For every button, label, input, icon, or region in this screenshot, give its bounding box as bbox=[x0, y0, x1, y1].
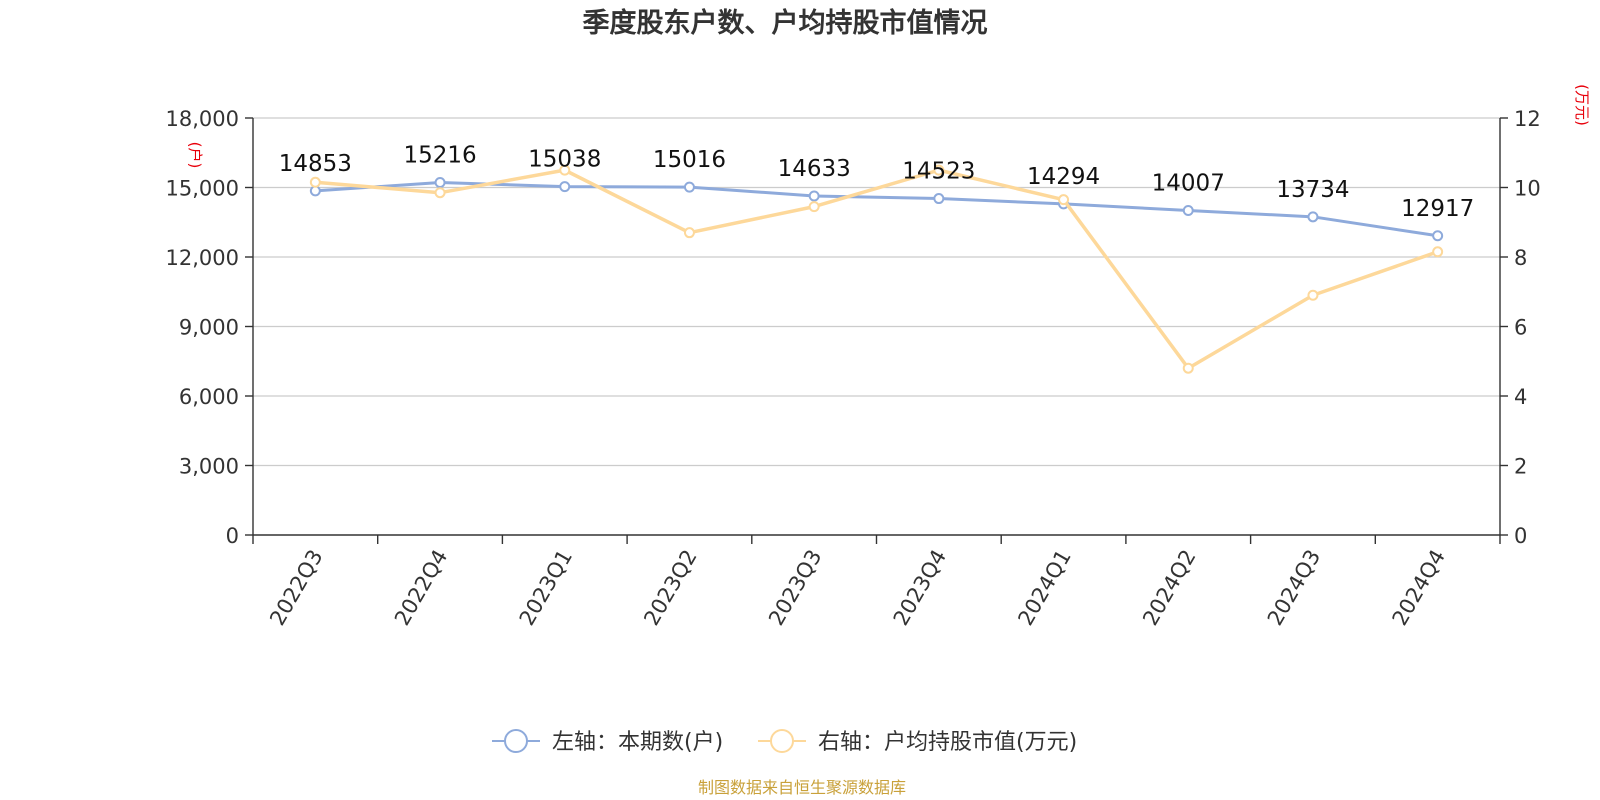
data-point-left[interactable] bbox=[1432, 230, 1444, 242]
data-label: 15216 bbox=[403, 142, 476, 168]
left-y-tick-label: 3,000 bbox=[179, 455, 239, 479]
legend-item-right-series[interactable]: 右轴：户均持股市值(万元) bbox=[758, 729, 1077, 755]
data-point-right[interactable] bbox=[559, 164, 571, 176]
data-label: 15016 bbox=[653, 147, 726, 173]
data-label: 14007 bbox=[1152, 171, 1225, 197]
data-point-right[interactable] bbox=[683, 227, 695, 239]
data-point-left[interactable] bbox=[1307, 211, 1319, 223]
data-point-right[interactable] bbox=[808, 201, 820, 213]
chart-title: 季度股东户数、户均持股市值情况 bbox=[583, 7, 988, 39]
data-point-right[interactable] bbox=[1182, 362, 1194, 374]
data-label: 14523 bbox=[902, 159, 975, 185]
data-label: 14853 bbox=[279, 151, 352, 177]
right-axis-unit: (万元) bbox=[1573, 84, 1591, 126]
data-label: 14633 bbox=[778, 156, 851, 182]
data-point-right[interactable] bbox=[1058, 194, 1070, 206]
legend: 左轴：本期数(户) 右轴：户均持股市值(万元) bbox=[492, 729, 1077, 755]
right-y-tick-label: 8 bbox=[1514, 246, 1527, 270]
x-tick-label: 2022Q4 bbox=[390, 546, 452, 630]
right-y-tick-label: 6 bbox=[1514, 316, 1527, 340]
data-labels: 14853 15216 15038 15016 14633 14523 14294 14007… bbox=[279, 142, 1474, 221]
data-label: 15038 bbox=[528, 147, 601, 173]
data-point-right[interactable] bbox=[933, 164, 945, 176]
right-y-tick-label: 2 bbox=[1514, 455, 1527, 479]
right-y-tick-label: 10 bbox=[1514, 177, 1541, 201]
data-point-left[interactable] bbox=[434, 176, 446, 188]
data-point-left[interactable] bbox=[1182, 205, 1194, 217]
data-point-right[interactable] bbox=[1307, 289, 1319, 301]
legend-right-marker-icon bbox=[770, 729, 794, 753]
right-y-tick-label: 0 bbox=[1514, 524, 1527, 548]
legend-right-label: 右轴：户均持股市值(万元) bbox=[818, 730, 1077, 755]
legend-left-label: 左轴：本期数(户) bbox=[552, 730, 723, 755]
data-label: 13734 bbox=[1276, 177, 1349, 203]
right-y-tick-label: 12 bbox=[1514, 107, 1541, 131]
x-tick-label: 2023Q4 bbox=[889, 546, 951, 630]
left-y-tick-label: 15,000 bbox=[166, 177, 239, 201]
legend-left-marker-icon bbox=[504, 729, 528, 753]
data-point-left[interactable] bbox=[559, 181, 571, 193]
data-point-left[interactable] bbox=[933, 193, 945, 205]
x-tick-label: 2023Q3 bbox=[764, 546, 826, 630]
left-axis-unit: (户) bbox=[186, 142, 204, 169]
data-point-left[interactable] bbox=[683, 181, 695, 193]
data-label: 12917 bbox=[1401, 196, 1474, 222]
x-tick-label: 2022Q3 bbox=[265, 546, 327, 630]
data-point-right[interactable] bbox=[1432, 246, 1444, 258]
legend-item-left-series[interactable]: 左轴：本期数(户) bbox=[492, 729, 723, 755]
x-tick-label: 2024Q3 bbox=[1263, 546, 1325, 630]
x-tick-label: 2024Q2 bbox=[1138, 546, 1200, 630]
data-point-right[interactable] bbox=[434, 187, 446, 199]
x-tick-label: 2023Q2 bbox=[639, 546, 701, 630]
left-y-tick-label: 6,000 bbox=[179, 385, 239, 409]
left-y-tick-label: 9,000 bbox=[179, 316, 239, 340]
x-tick-label: 2024Q1 bbox=[1013, 546, 1075, 630]
left-y-tick-label: 18,000 bbox=[166, 107, 239, 131]
left-y-tick-label: 12,000 bbox=[166, 246, 239, 270]
series-line-right bbox=[315, 168, 1439, 370]
data-label: 14294 bbox=[1027, 164, 1100, 190]
right-y-tick-label: 4 bbox=[1514, 385, 1527, 409]
left-y-tick-label: 0 bbox=[226, 524, 239, 548]
x-tick-label: 2024Q4 bbox=[1388, 546, 1450, 630]
x-tick-label: 2023Q1 bbox=[515, 546, 577, 630]
data-point-right[interactable] bbox=[309, 176, 321, 188]
data-point-left[interactable] bbox=[808, 190, 820, 202]
data-source-note: 制图数据来自恒生聚源数据库 bbox=[698, 778, 906, 797]
series-line-left bbox=[315, 180, 1438, 238]
series bbox=[309, 164, 1444, 374]
